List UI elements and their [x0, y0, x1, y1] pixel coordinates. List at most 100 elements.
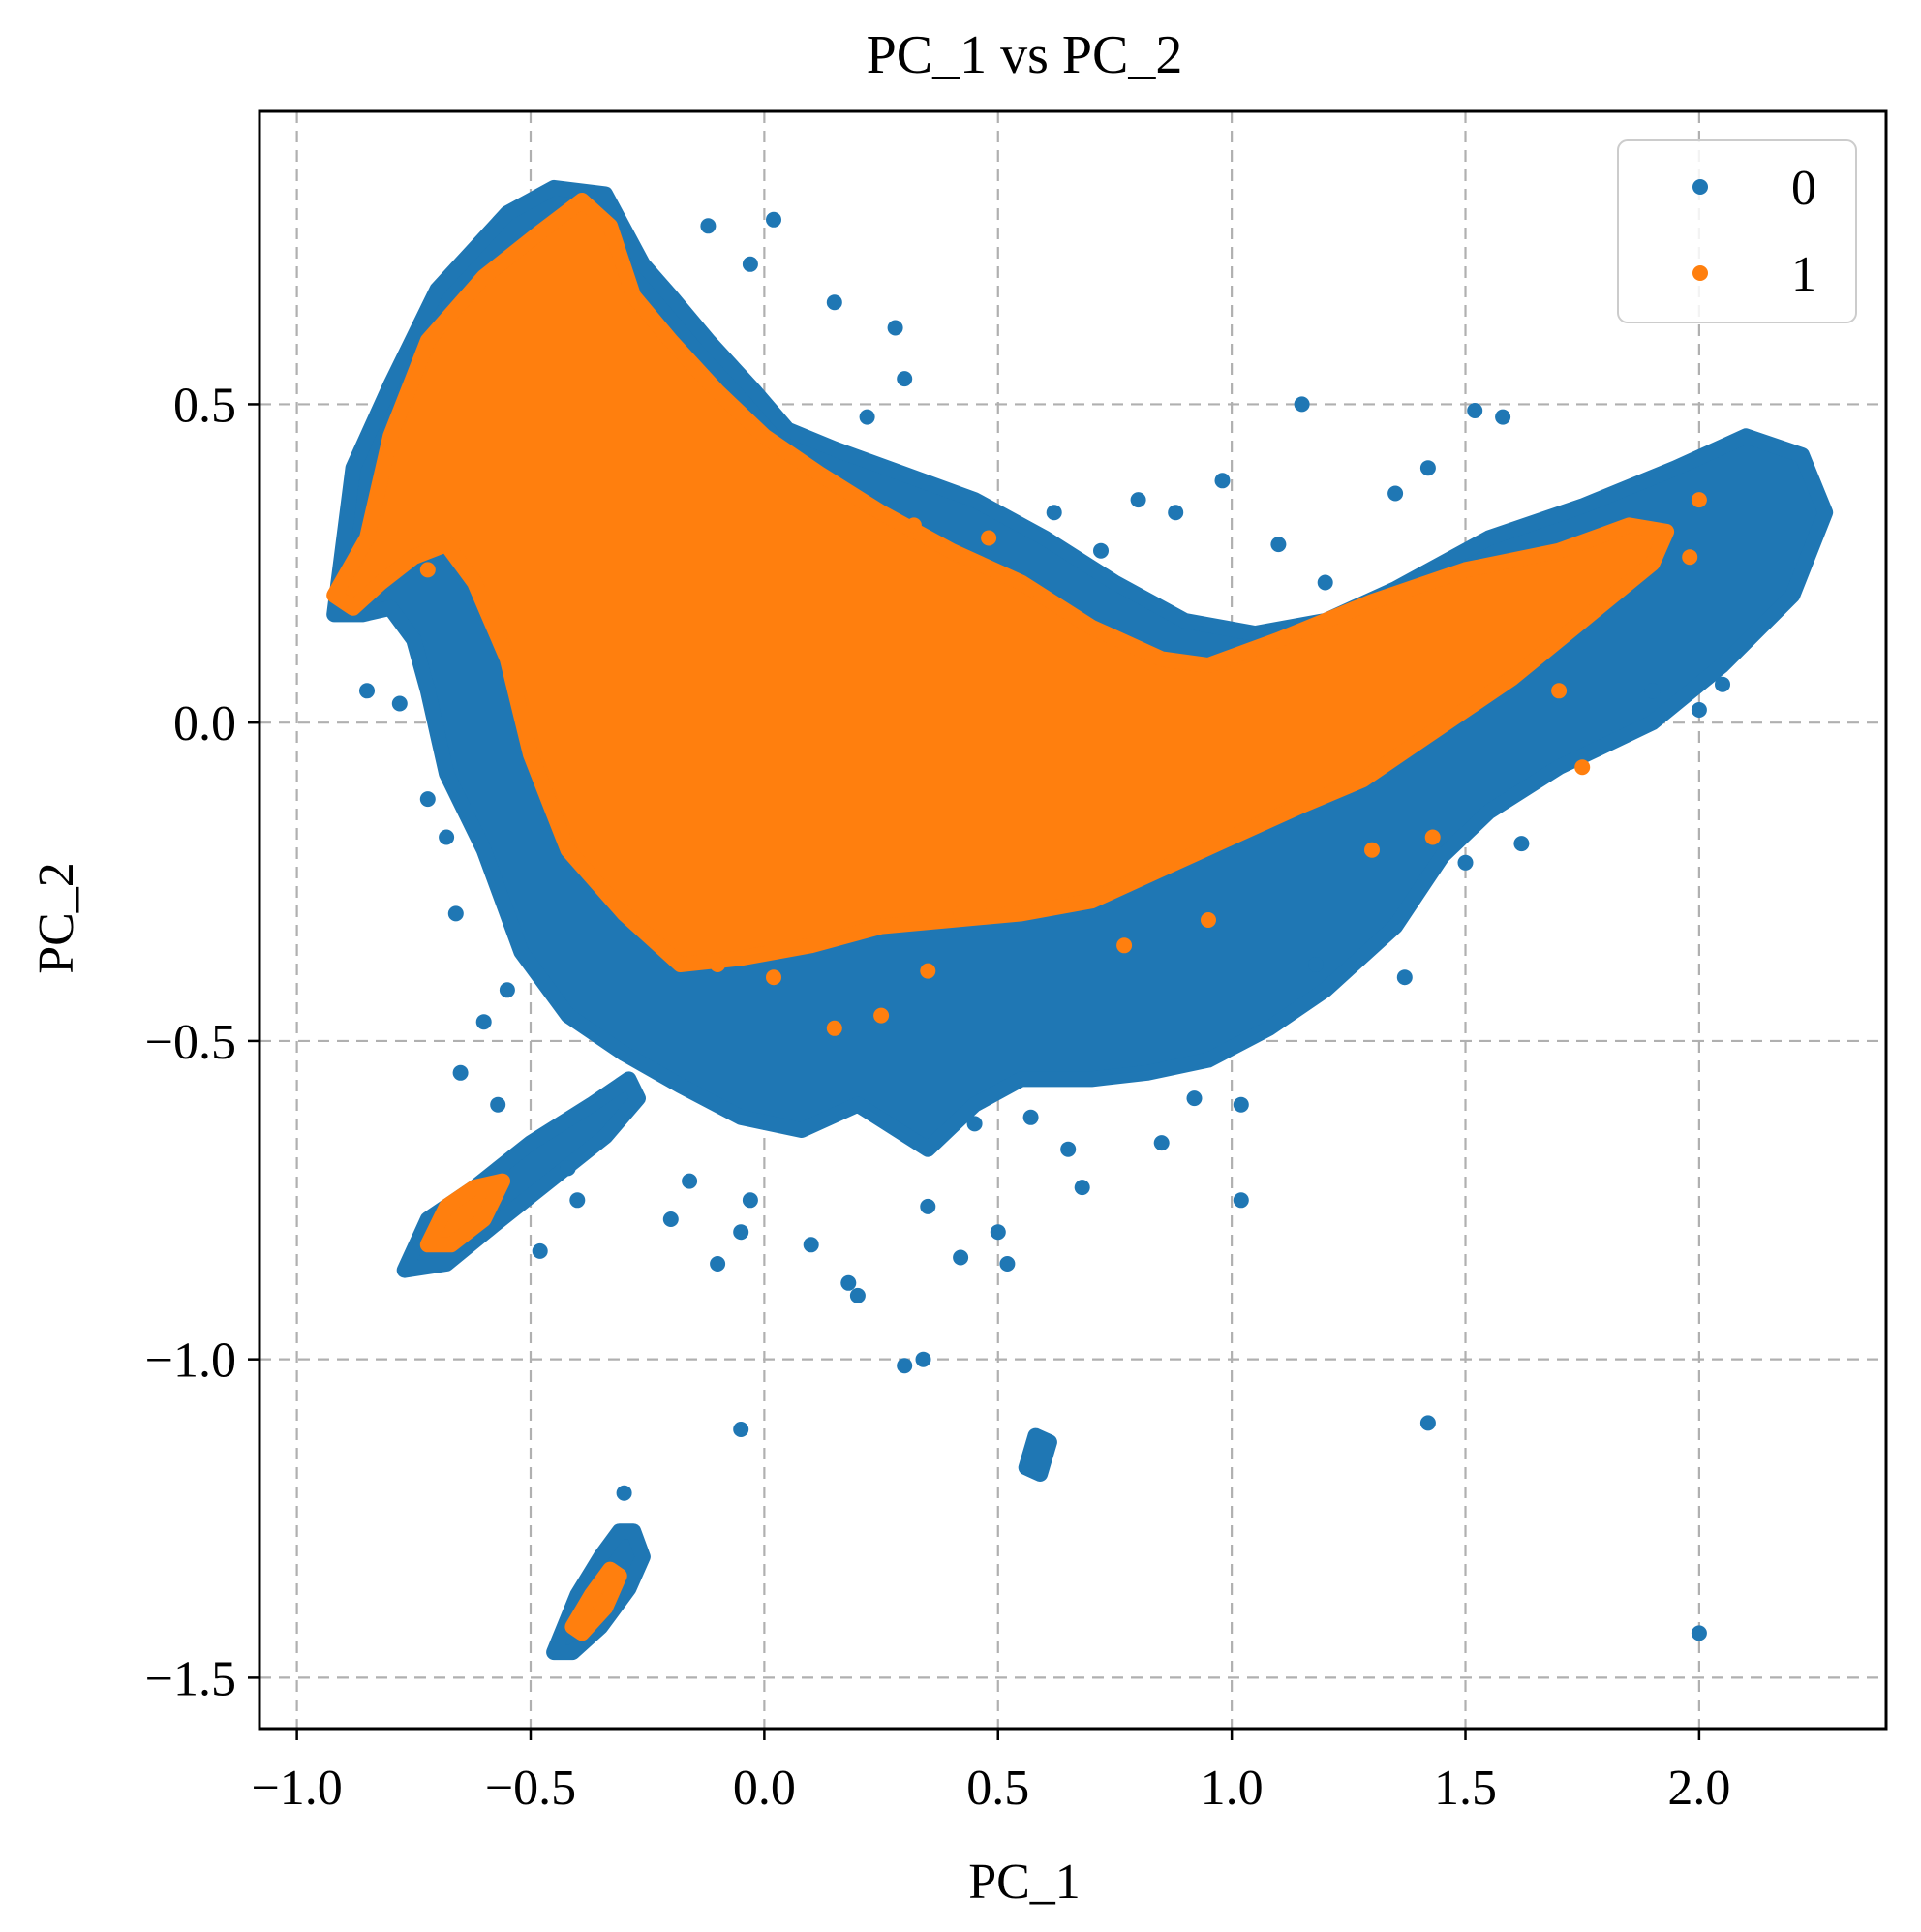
data-point-series-0	[1046, 505, 1062, 521]
data-point-series-0	[1270, 537, 1287, 553]
chart-title: PC_1 vs PC_2	[867, 25, 1183, 85]
data-point-series-0	[803, 1237, 819, 1253]
data-point-series-0	[742, 256, 758, 272]
data-point-series-0	[859, 409, 875, 425]
y-tick-label: −1.5	[145, 1651, 236, 1706]
data-point-series-0	[887, 320, 903, 336]
data-point-series-0	[1233, 1096, 1249, 1113]
data-point-series-1	[981, 530, 997, 546]
data-point-series-1	[905, 517, 922, 534]
legend-box	[1617, 139, 1857, 323]
data-point-series-1	[1424, 829, 1441, 845]
point-cluster-series-1	[564, 1561, 627, 1641]
data-point-series-1	[710, 957, 726, 972]
data-point-series-0	[849, 1287, 866, 1303]
data-point-series-1	[419, 562, 436, 578]
data-point-series-0	[1419, 460, 1436, 476]
x-tick-label: 0.0	[733, 1761, 796, 1816]
x-axis-label: PC_1	[968, 1855, 1081, 1910]
data-point-series-0	[733, 1224, 749, 1241]
data-point-series-0	[953, 1249, 969, 1266]
data-point-series-1	[1116, 937, 1133, 954]
data-point-series-0	[1419, 1415, 1436, 1431]
data-point-series-1	[766, 969, 781, 986]
data-point-series-0	[733, 1422, 749, 1437]
data-point-series-0	[1074, 1180, 1090, 1196]
point-cluster-series-1	[326, 193, 1675, 972]
data-point-series-0	[1093, 542, 1109, 559]
data-point-series-1	[873, 1007, 890, 1024]
legend-label-series-1: 1	[1791, 247, 1816, 302]
y-tick-label: −0.5	[145, 1015, 236, 1070]
data-point-series-0	[920, 1198, 936, 1214]
data-point-series-0	[1691, 1625, 1707, 1641]
data-point-series-0	[1715, 676, 1730, 692]
data-point-series-0	[569, 1192, 586, 1209]
data-point-series-1	[1364, 842, 1380, 858]
data-point-series-0	[419, 791, 436, 808]
data-point-series-0	[826, 294, 842, 311]
data-point-series-0	[1233, 1192, 1249, 1209]
axis-ticks: −1.0 −0.5 0.0 0.5 1.0 1.5 2.0 0.5 0.0 −0.5 −1.0 −1.…	[145, 378, 1731, 1816]
data-point-series-0	[1513, 836, 1530, 852]
x-tick-label: 2.0	[1667, 1761, 1730, 1816]
y-axis-label: PC_2	[29, 862, 84, 974]
data-point-series-0	[1130, 492, 1146, 508]
data-point-series-0	[1467, 403, 1483, 418]
data-point-series-0	[1060, 1141, 1077, 1157]
data-point-series-0	[1153, 1135, 1170, 1151]
y-tick-label: 0.0	[173, 696, 236, 751]
data-point-series-1	[1022, 581, 1039, 598]
y-tick-label: 0.5	[173, 378, 236, 433]
data-point-series-0	[532, 1242, 548, 1259]
data-point-series-0	[700, 218, 717, 234]
data-point-series-1	[953, 905, 969, 922]
data-point-series-0	[1495, 409, 1511, 425]
data-point-series-0	[662, 1211, 679, 1227]
x-tick-label: 1.5	[1434, 1761, 1497, 1816]
data-point-series-0	[766, 211, 781, 228]
data-point-series-0	[1168, 505, 1184, 521]
data-point-series-0	[1387, 485, 1404, 502]
point-cluster-series-0	[1018, 1427, 1057, 1482]
data-point-series-0	[1691, 702, 1707, 718]
legend-marker-series-0	[1692, 179, 1708, 195]
y-tick-label: −1.0	[145, 1334, 236, 1389]
data-point-series-0	[1457, 854, 1474, 871]
data-point-series-0	[966, 1116, 983, 1132]
legend-label-series-0: 0	[1791, 161, 1816, 216]
x-tick-label: −0.5	[485, 1761, 576, 1816]
data-point-series-0	[840, 1274, 857, 1291]
x-tick-label: 0.5	[966, 1761, 1029, 1816]
data-point-series-0	[1308, 957, 1324, 972]
data-point-series-1	[1551, 683, 1568, 699]
data-point-series-0	[1214, 473, 1231, 489]
data-point-series-1	[1682, 549, 1698, 566]
x-tick-label: 1.0	[1201, 1761, 1264, 1816]
data-point-series-0	[990, 1224, 1006, 1241]
x-tick-label: −1.0	[251, 1761, 342, 1816]
data-point-series-0	[1022, 1109, 1039, 1125]
data-point-series-0	[1294, 396, 1310, 413]
data-points	[326, 179, 1834, 1661]
data-point-series-0	[742, 1192, 758, 1209]
data-point-series-1	[826, 1020, 842, 1036]
data-point-series-0	[560, 1160, 576, 1177]
data-point-series-0	[1317, 574, 1333, 591]
data-point-series-0	[447, 905, 464, 922]
data-point-series-0	[616, 1485, 632, 1501]
data-point-series-0	[897, 371, 913, 387]
data-point-series-1	[1691, 492, 1707, 508]
series-1	[326, 193, 1707, 1641]
data-point-series-0	[682, 1173, 698, 1189]
data-point-series-0	[452, 1064, 469, 1081]
point-cluster-series-1	[419, 1173, 510, 1253]
data-point-series-0	[439, 829, 455, 845]
data-point-series-0	[999, 1256, 1016, 1272]
data-point-series-0	[897, 1358, 913, 1374]
legend: 0 1	[1617, 139, 1857, 323]
data-point-series-0	[391, 695, 408, 712]
data-point-series-0	[1396, 969, 1413, 986]
data-point-series-0	[710, 1256, 726, 1272]
data-point-series-0	[1644, 683, 1661, 699]
